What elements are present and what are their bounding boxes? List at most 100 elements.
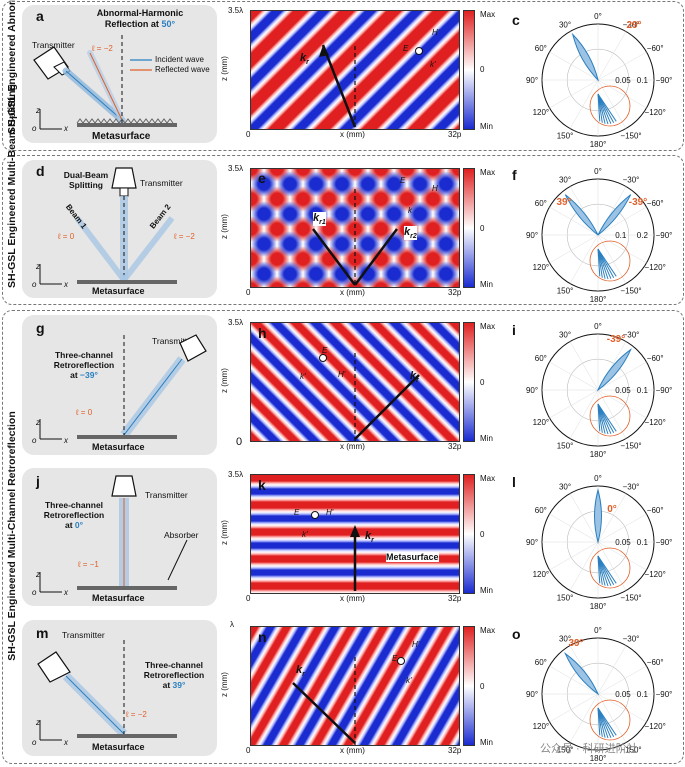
polar-tick-label: −60° <box>647 658 664 667</box>
colorbar-n <box>463 626 475 746</box>
polar-spoke <box>569 341 599 391</box>
colorbar-b-min: Min <box>480 122 493 131</box>
polar-tick-label: 120° <box>533 418 550 427</box>
watermark: 公众号 · 科研进阶社 <box>540 743 638 755</box>
panel-letter-o: o <box>512 626 521 642</box>
polar-spoke <box>569 693 599 743</box>
field-e-H: H <box>432 184 438 193</box>
panel-letter-k: k <box>258 477 266 493</box>
field-n-E: E <box>392 654 398 663</box>
panel-d-axis-o: o <box>32 280 37 289</box>
panel-d-schematic <box>39 167 177 285</box>
polar-spoke <box>597 493 627 543</box>
panel-m-angle: 39° <box>172 680 186 690</box>
colorbar-k-min: Min <box>480 586 493 595</box>
field-e-k2: kr2 <box>404 226 417 241</box>
panel-a-leg-inc: Incident wave <box>155 55 204 64</box>
field-e-E: E <box>400 176 406 185</box>
panel-j-title-l1: Three-channel <box>44 500 104 510</box>
panel-letter-e: e <box>258 170 266 186</box>
field-h-xlabel: x (mm) <box>340 442 365 451</box>
polar-zoom-circle <box>589 395 631 437</box>
polar-tick-label: −30° <box>623 21 640 30</box>
colorbar-h-max: Max <box>480 322 496 331</box>
field-b-k: kr <box>300 52 309 66</box>
field-n-zlabel: z (mm) <box>219 672 229 697</box>
field-b-k-arrow <box>321 44 357 128</box>
panel-j-ell: ℓ = −1 <box>78 560 99 569</box>
polar-spoke <box>597 31 627 81</box>
panel-a-title-text: Reflection at <box>104 19 162 29</box>
field-b-e-icon <box>415 47 423 55</box>
panel-m-metasurface: Metasurface <box>92 742 145 752</box>
polar-spoke <box>597 79 627 129</box>
colorbar-n-max: Max <box>480 626 496 635</box>
panel-m-axis-x: x <box>64 738 68 747</box>
panel-j-title: Three-channel Retroreflection at 0° <box>34 500 114 530</box>
field-b-k-text: k <box>300 52 307 64</box>
polar-tick-label: 30° <box>559 635 571 644</box>
panel-m-transmitter: Transmitter <box>62 630 105 640</box>
polar-tick-label: −120° <box>645 722 666 731</box>
panel-letter-j: j <box>36 473 40 489</box>
panel-m-title-l1: Three-channel <box>144 660 204 670</box>
panel-m-title-l3: at 39° <box>134 680 214 690</box>
field-h-k-arrow <box>354 374 420 440</box>
field-k-kp: k' <box>302 530 308 539</box>
field-n <box>250 626 460 746</box>
polar-tick-label: −150° <box>620 745 641 754</box>
panel-a-leg-ref: Reflected wave <box>155 65 210 74</box>
panel-letter-a: a <box>36 8 44 24</box>
panel-j-title-text: at <box>64 520 75 530</box>
polar-tick-label: 150° <box>557 745 574 754</box>
polar-i: 0° 30° −30° 60° −60° 90° −90° 120° −120° 150° −150… <box>526 322 672 459</box>
polar-tick-label: −120° <box>645 263 666 272</box>
panel-letter-g: g <box>36 320 45 336</box>
polar-angle-label: 0° <box>607 504 617 515</box>
polar-l: 0° 30° −30° 60° −60° 90° −90° 120° −120° 150° −150… <box>526 474 672 611</box>
polar-tick-label: −90° <box>656 231 673 240</box>
panel-g-ell: ℓ = 0 <box>76 408 93 417</box>
polar-tick-label: 0° <box>594 474 602 483</box>
polar-spoke <box>549 513 599 543</box>
panel-m-axis-o: o <box>32 738 37 747</box>
field-h-e-icon <box>319 354 327 362</box>
polar-zoom-circle <box>589 547 631 589</box>
polar-tick-label: −150° <box>620 593 641 602</box>
polar-zoom-circle <box>589 85 631 127</box>
polar-main-lobe <box>564 194 599 236</box>
polar-tick-label: 180° <box>590 140 607 149</box>
polar-tick-label: 30° <box>559 483 571 492</box>
colorbar-b-max: Max <box>480 10 496 19</box>
metasurface-slab <box>77 734 177 738</box>
polar-tick-label: −60° <box>647 506 664 515</box>
polar-spoke <box>549 79 599 109</box>
panel-letter-f: f <box>512 167 517 183</box>
panel-a-axis-x: x <box>64 124 68 133</box>
polar-angle-label: 29° <box>626 20 641 31</box>
polar-spoke <box>597 234 627 284</box>
polar-spoke <box>549 541 599 571</box>
transmitter-icon <box>179 334 207 362</box>
polar-tick-label: −150° <box>620 286 641 295</box>
polar-tick-label: −120° <box>645 418 666 427</box>
field-e-k1: kr1 <box>313 212 326 227</box>
field-h-zlabel: z (mm) <box>219 368 229 393</box>
polar-spoke <box>597 51 647 81</box>
panel-a-transmitter: Transmitter <box>32 40 75 50</box>
field-e-kp: k <box>408 206 412 215</box>
polar-zoom-circle <box>589 699 631 741</box>
transmitter-icon <box>111 475 137 497</box>
polar-spoke <box>597 234 647 264</box>
polar-tick-label: 90° <box>526 76 538 85</box>
field-h-xmax: 32p <box>448 442 462 451</box>
polar-spoke <box>569 493 599 543</box>
beam-2 <box>121 216 175 282</box>
panel-letter-i: i <box>512 322 516 338</box>
panel-letter-h: h <box>258 325 267 341</box>
polar-spoke <box>597 361 647 391</box>
field-n-xlabel: x (mm) <box>340 746 365 755</box>
panel-j-angle: 0° <box>74 520 84 530</box>
group-box-retro <box>2 310 684 764</box>
metasurface-slab <box>77 280 177 284</box>
